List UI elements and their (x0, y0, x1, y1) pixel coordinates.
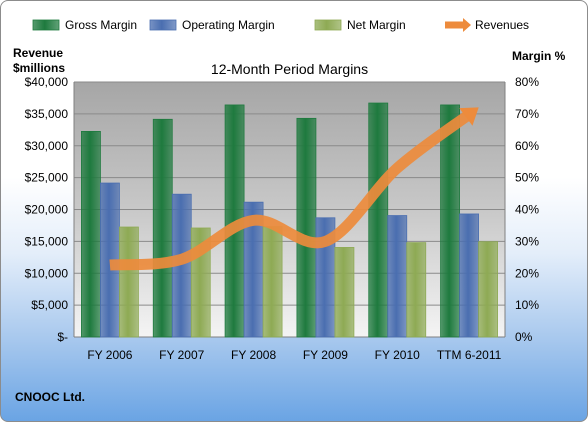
y-axis-title-left-line2: $millions (13, 61, 65, 75)
y-tick-label-right: 50% (515, 171, 539, 185)
y-tick-label-left: $25,000 (25, 171, 69, 185)
y-tick-label-right: 70% (515, 107, 539, 121)
y-tick-label-left: $15,000 (25, 234, 69, 248)
y-tick-label-right: 40% (515, 203, 539, 217)
bar (296, 117, 317, 338)
x-tick-label: FY 2007 (159, 348, 204, 362)
legend-swatch (314, 19, 342, 31)
bar (152, 118, 173, 338)
y-tick-label-right: 10% (515, 298, 539, 312)
legend-swatch (32, 19, 60, 31)
x-tick-label: FY 2008 (231, 348, 276, 362)
company-label: CNOOC Ltd. (15, 390, 85, 404)
legend-label: Net Margin (347, 18, 406, 32)
y-tick-label-right: 60% (515, 139, 539, 153)
y-tick-label-right: 20% (515, 266, 539, 280)
y-tick-label-right: 30% (515, 234, 539, 248)
bar (459, 213, 479, 338)
legend-label: Revenues (475, 18, 529, 32)
y-tick-label-left: $30,000 (25, 139, 69, 153)
legend-label: Gross Margin (65, 18, 137, 32)
revenue-arrowhead (459, 107, 479, 126)
bar (262, 226, 283, 338)
legend-label: Operating Margin (182, 18, 275, 32)
y-axis-title-left-line1: Revenue (13, 46, 63, 60)
revenue-line (109, 110, 473, 271)
bar (478, 241, 498, 338)
y-tick-label-left: $40,000 (25, 75, 69, 89)
bar (368, 102, 389, 338)
chart-title: 12-Month Period Margins (211, 61, 368, 77)
bar (440, 104, 460, 338)
x-tick-label: TTM 6-2011 (437, 348, 502, 362)
y-tick-label-right: 80% (515, 75, 539, 89)
y-tick-label-left: $35,000 (25, 107, 69, 121)
x-tick-label: FY 2010 (375, 348, 420, 362)
y-tick-label-left: $10,000 (25, 266, 69, 280)
y-tick-label-left: $5,000 (31, 298, 68, 312)
bar (406, 242, 427, 338)
y-tick-label-right: 0% (515, 330, 533, 344)
bar (387, 215, 408, 338)
bar (81, 131, 101, 338)
legend-swatch (149, 19, 177, 31)
x-tick-label: FY 2009 (303, 348, 348, 362)
bar (334, 247, 355, 338)
bar (119, 226, 139, 338)
y-tick-label-left: $- (57, 330, 68, 344)
y-tick-label-left: $20,000 (25, 203, 69, 217)
y-axis-title-right: Margin % (512, 49, 566, 63)
x-tick-label: FY 2006 (87, 348, 132, 362)
legend-swatch-arrowhead (463, 18, 471, 32)
